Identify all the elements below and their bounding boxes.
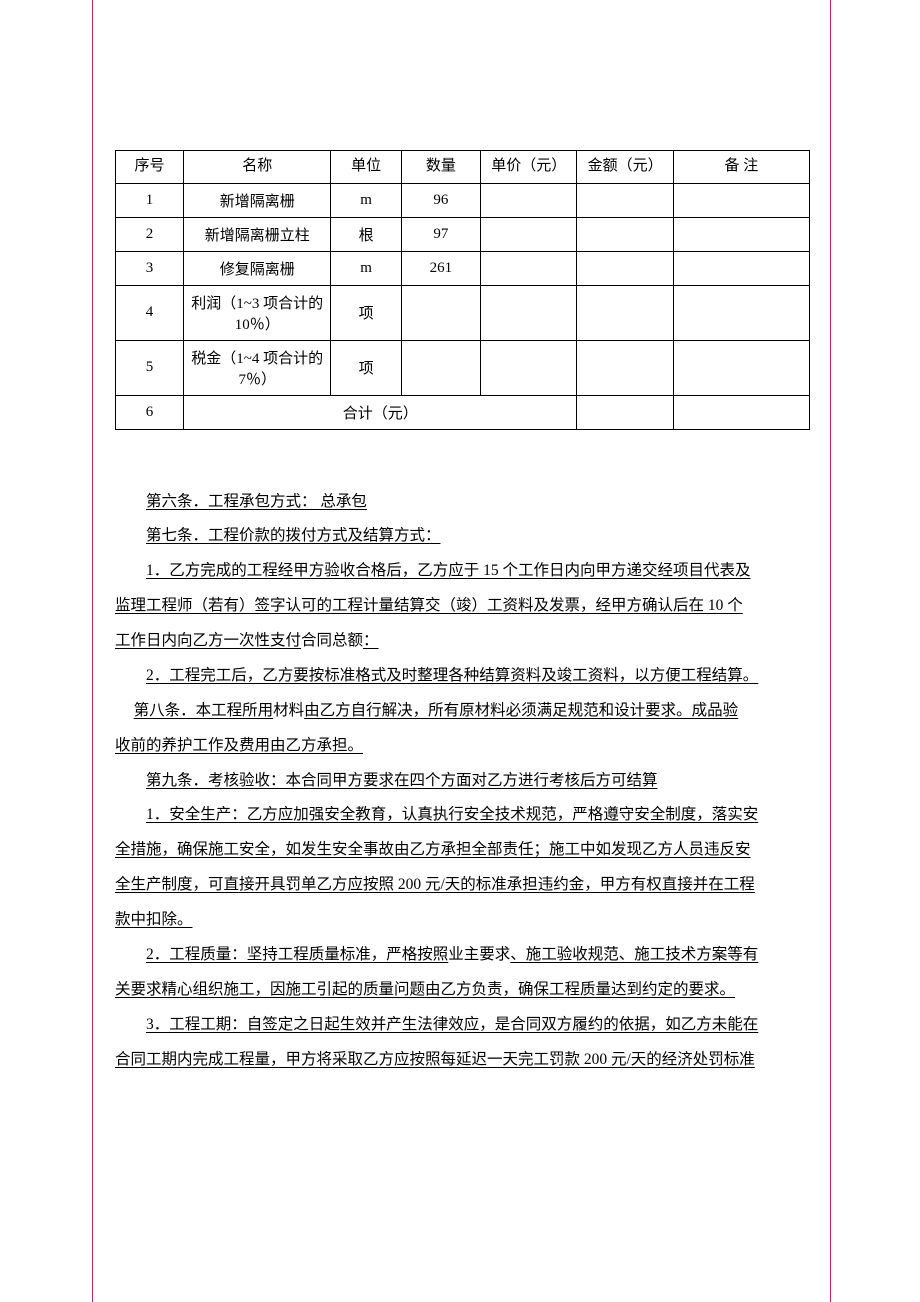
th-qty: 数量 [401, 151, 480, 184]
cell-note [673, 285, 809, 340]
table-row: 3 修复隔离栅 m 261 [116, 251, 810, 285]
article-6: 第六条．工程承包方式： 总承包 [115, 485, 810, 520]
body-text: 第六条．工程承包方式： 总承包 第七条．工程价款的拨付方式及结算方式： 1．乙方… [115, 485, 810, 1078]
margin-line-right [830, 0, 831, 1302]
cell-name: 新增隔离栅 [184, 183, 331, 217]
cell-amount [577, 251, 673, 285]
table-row: 4 利润（1~3 项合计的 10％） 项 [116, 285, 810, 340]
article-8-cont: 收前的养护工作及费用由乙方承担。 [115, 729, 810, 764]
cell-note [673, 183, 809, 217]
table-total-row: 6 合计（元） [116, 395, 810, 429]
article-7-1: 1．乙方完成的工程经甲方验收合格后，乙方应于 15 个工作日内向甲方递交经项目代… [115, 554, 810, 589]
article-9-1-cont3: 款中扣除。 [115, 903, 810, 938]
cell-qty: 97 [401, 217, 480, 251]
cell-qty [401, 285, 480, 340]
article-9-2: 2．工程质量：坚持工程质量标准，严格按照业主要求、施工验收规范、施工技术方案等有 [115, 938, 810, 973]
cell-name: 修复隔离栅 [184, 251, 331, 285]
th-amount: 金额（元） [577, 151, 673, 184]
table-row: 1 新增隔离栅 m 96 [116, 183, 810, 217]
article-9-3: 3．工程工期：自签定之日起生效并产生法律效应，是合同双方履约的依据，如乙方未能在 [115, 1008, 810, 1043]
article-9-2-cont: 关要求精心组织施工，因施工引起的质量问题由乙方负责，确保工程质量达到约定的要求。 [115, 973, 810, 1008]
cell-seq: 1 [116, 183, 184, 217]
cell-price [481, 217, 577, 251]
cell-total-label: 合计（元） [184, 395, 577, 429]
article-7-2: 2．工程完工后，乙方要按标准格式及时整理各种结算资料及竣工资料，以方便工程结算。 [115, 659, 810, 694]
cell-note [673, 217, 809, 251]
cell-price [481, 183, 577, 217]
cell-note [673, 340, 809, 395]
cell-seq: 6 [116, 395, 184, 429]
article-7: 第七条．工程价款的拨付方式及结算方式： [115, 519, 810, 554]
th-seq: 序号 [116, 151, 184, 184]
th-name: 名称 [184, 151, 331, 184]
cell-qty [401, 340, 480, 395]
article-9-3-cont: 合同工期内完成工程量，甲方将采取乙方应按照每延迟一天完工罚款 200 元/天的经… [115, 1043, 810, 1078]
cell-price [481, 340, 577, 395]
th-note: 备 注 [673, 151, 809, 184]
cell-unit: 项 [331, 340, 401, 395]
margin-line-left [92, 0, 93, 1302]
cell-unit: 根 [331, 217, 401, 251]
cell-total-amount [577, 395, 673, 429]
cell-amount [577, 285, 673, 340]
article-7-1-cont2: 工作日内向乙方一次性支付合同总额： [115, 624, 810, 659]
article-9-1: 1．安全生产：乙方应加强安全教育，认真执行安全技术规范，严格遵守安全制度，落实安 [115, 798, 810, 833]
pricing-table: 序号 名称 单位 数量 单价（元） 金额（元） 备 注 1 新增隔离栅 m 96 [115, 150, 810, 430]
cell-name: 税金（1~4 项合计的 7％） [184, 340, 331, 395]
cell-price [481, 251, 577, 285]
cell-unit: m [331, 183, 401, 217]
article-9-1-cont: 全措施，确保施工安全，如发生安全事故由乙方承担全部责任；施工中如发现乙方人员违反… [115, 833, 810, 868]
cell-unit: 项 [331, 285, 401, 340]
table-row: 5 税金（1~4 项合计的 7％） 项 [116, 340, 810, 395]
table-row: 2 新增隔离栅立柱 根 97 [116, 217, 810, 251]
cell-amount [577, 183, 673, 217]
article-9-1-cont2: 全生产制度，可直接开具罚单乙方应按照 200 元/天的标准承担违约金，甲方有权直… [115, 868, 810, 903]
th-price: 单价（元） [481, 151, 577, 184]
article-7-1-cont: 监理工程师（若有）签字认可的工程计量结算交（竣）工资料及发票，经甲方确认后在 1… [115, 589, 810, 624]
article-8: 第八条．本工程所用材料由乙方自行解决，所有原材料必须满足规范和设计要求。成品验 [115, 694, 810, 729]
cell-qty: 96 [401, 183, 480, 217]
article-9: 第九条．考核验收：本合同甲方要求在四个方面对乙方进行考核后方可结算 [115, 764, 810, 799]
cell-total-note [673, 395, 809, 429]
cell-qty: 261 [401, 251, 480, 285]
cell-note [673, 251, 809, 285]
cell-amount [577, 217, 673, 251]
cell-seq: 3 [116, 251, 184, 285]
cell-seq: 5 [116, 340, 184, 395]
table-header-row: 序号 名称 单位 数量 单价（元） 金额（元） 备 注 [116, 151, 810, 184]
cell-seq: 4 [116, 285, 184, 340]
content-area: 序号 名称 单位 数量 单价（元） 金额（元） 备 注 1 新增隔离栅 m 96 [115, 150, 810, 1077]
cell-amount [577, 340, 673, 395]
cell-name: 利润（1~3 项合计的 10％） [184, 285, 331, 340]
cell-unit: m [331, 251, 401, 285]
document-page: 序号 名称 单位 数量 单价（元） 金额（元） 备 注 1 新增隔离栅 m 96 [0, 0, 920, 1302]
cell-price [481, 285, 577, 340]
th-unit: 单位 [331, 151, 401, 184]
cell-seq: 2 [116, 217, 184, 251]
cell-name: 新增隔离栅立柱 [184, 217, 331, 251]
